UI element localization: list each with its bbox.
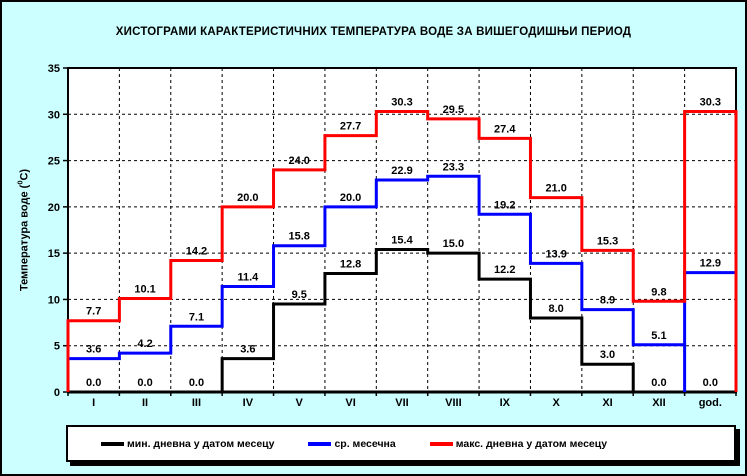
x-tick-label: I [92, 397, 95, 409]
mean-line-swatch [308, 441, 332, 446]
data-label-1: 12.9 [700, 258, 721, 270]
x-tick-label: II [142, 397, 148, 409]
data-label-1: 22.9 [391, 165, 412, 177]
data-label-0: 12.8 [340, 259, 361, 271]
data-label-0: 3.6 [240, 344, 255, 356]
series-line-0 [68, 247, 736, 394]
data-label-0: 12.2 [494, 264, 515, 276]
legend-item-max: макс. дневна у датом месецу [429, 437, 608, 450]
data-label-1: 4.2 [137, 338, 152, 350]
x-tick-label: IV [243, 397, 254, 409]
y-tick-label: 35 [48, 63, 60, 75]
data-label-0: 0.0 [137, 377, 152, 389]
data-label-1: 15.8 [289, 231, 310, 243]
x-tick-label: IX [500, 397, 511, 409]
data-label-1: 23.3 [443, 161, 464, 173]
data-label-0: 0.0 [189, 377, 204, 389]
x-tick-label: XI [602, 397, 612, 409]
x-tick-label: XII [652, 397, 665, 409]
x-tick-label: X [552, 397, 560, 409]
data-label-1: 8.9 [600, 295, 615, 307]
data-label-1: 11.4 [237, 271, 259, 283]
plot-area [68, 68, 736, 392]
series-line-1 [66, 174, 738, 392]
legend-item-min: мин. дневна у датом месецу [101, 438, 274, 450]
y-tick-label: 0 [54, 387, 60, 399]
data-label-2: 21.0 [545, 183, 566, 195]
legend-item-mean: ср. месечна [308, 437, 396, 450]
legend-label-mean: ср. месечна [334, 437, 396, 450]
max-line-swatch [429, 441, 453, 446]
data-label-1: 19.2 [494, 199, 515, 211]
y-tick-label: 15 [48, 248, 60, 260]
data-label-2: 7.7 [86, 306, 101, 318]
data-label-2: 24.0 [289, 155, 310, 167]
data-label-0: 0.0 [703, 377, 718, 389]
data-label-0: 15.4 [391, 234, 413, 246]
data-label-0: 15.0 [443, 238, 464, 250]
data-label-2: 14.2 [186, 246, 207, 258]
data-label-2: 9.8 [651, 286, 666, 298]
x-tick-label: god. [699, 397, 722, 409]
x-tick-label: VI [345, 397, 355, 409]
data-label-2: 20.0 [237, 192, 258, 204]
legend-label-min: мин. дневна у датом месецу [127, 437, 275, 450]
data-label-2: 27.7 [340, 121, 361, 133]
legend-label-max: макс. дневна у датом месецу [455, 437, 608, 450]
data-label-1: 5.1 [651, 330, 666, 342]
data-label-2: 27.4 [494, 123, 516, 135]
y-tick-label: 5 [54, 341, 60, 353]
x-tick-label: VIII [445, 397, 462, 409]
y-tick-label: 10 [48, 294, 60, 306]
data-label-2: 30.3 [391, 97, 412, 109]
y-tick-label: 20 [48, 202, 60, 214]
data-label-2: 29.5 [443, 104, 464, 116]
x-tick-label: VII [395, 397, 408, 409]
data-label-2: 30.3 [700, 97, 721, 109]
min-line-swatch [101, 441, 124, 446]
data-label-2: 15.3 [597, 235, 618, 247]
data-label-1: 20.0 [340, 192, 361, 204]
data-label-0: 0.0 [86, 377, 101, 389]
legend: мин. дневна у датом месецу ср. месечна м… [66, 425, 736, 462]
data-label-1: 13.9 [545, 248, 566, 260]
y-tick-label: 30 [48, 109, 60, 121]
chart-title: ХИСТОГРАМИ КАРАКТЕРИСТИЧНИХ ТЕМПЕРАТУРА … [115, 26, 632, 38]
data-label-2: 10.1 [134, 284, 155, 296]
data-label-0: 8.0 [549, 303, 564, 315]
data-label-0: 3.0 [600, 349, 615, 361]
data-label-0: 9.5 [292, 289, 307, 301]
series-line-2 [66, 110, 738, 392]
y-tick-label: 25 [48, 156, 60, 168]
data-label-0: 0.0 [651, 377, 666, 389]
x-tick-label: III [192, 397, 201, 409]
data-label-1: 3.6 [86, 344, 101, 356]
x-tick-label: V [296, 397, 304, 409]
data-label-1: 7.1 [189, 311, 204, 323]
